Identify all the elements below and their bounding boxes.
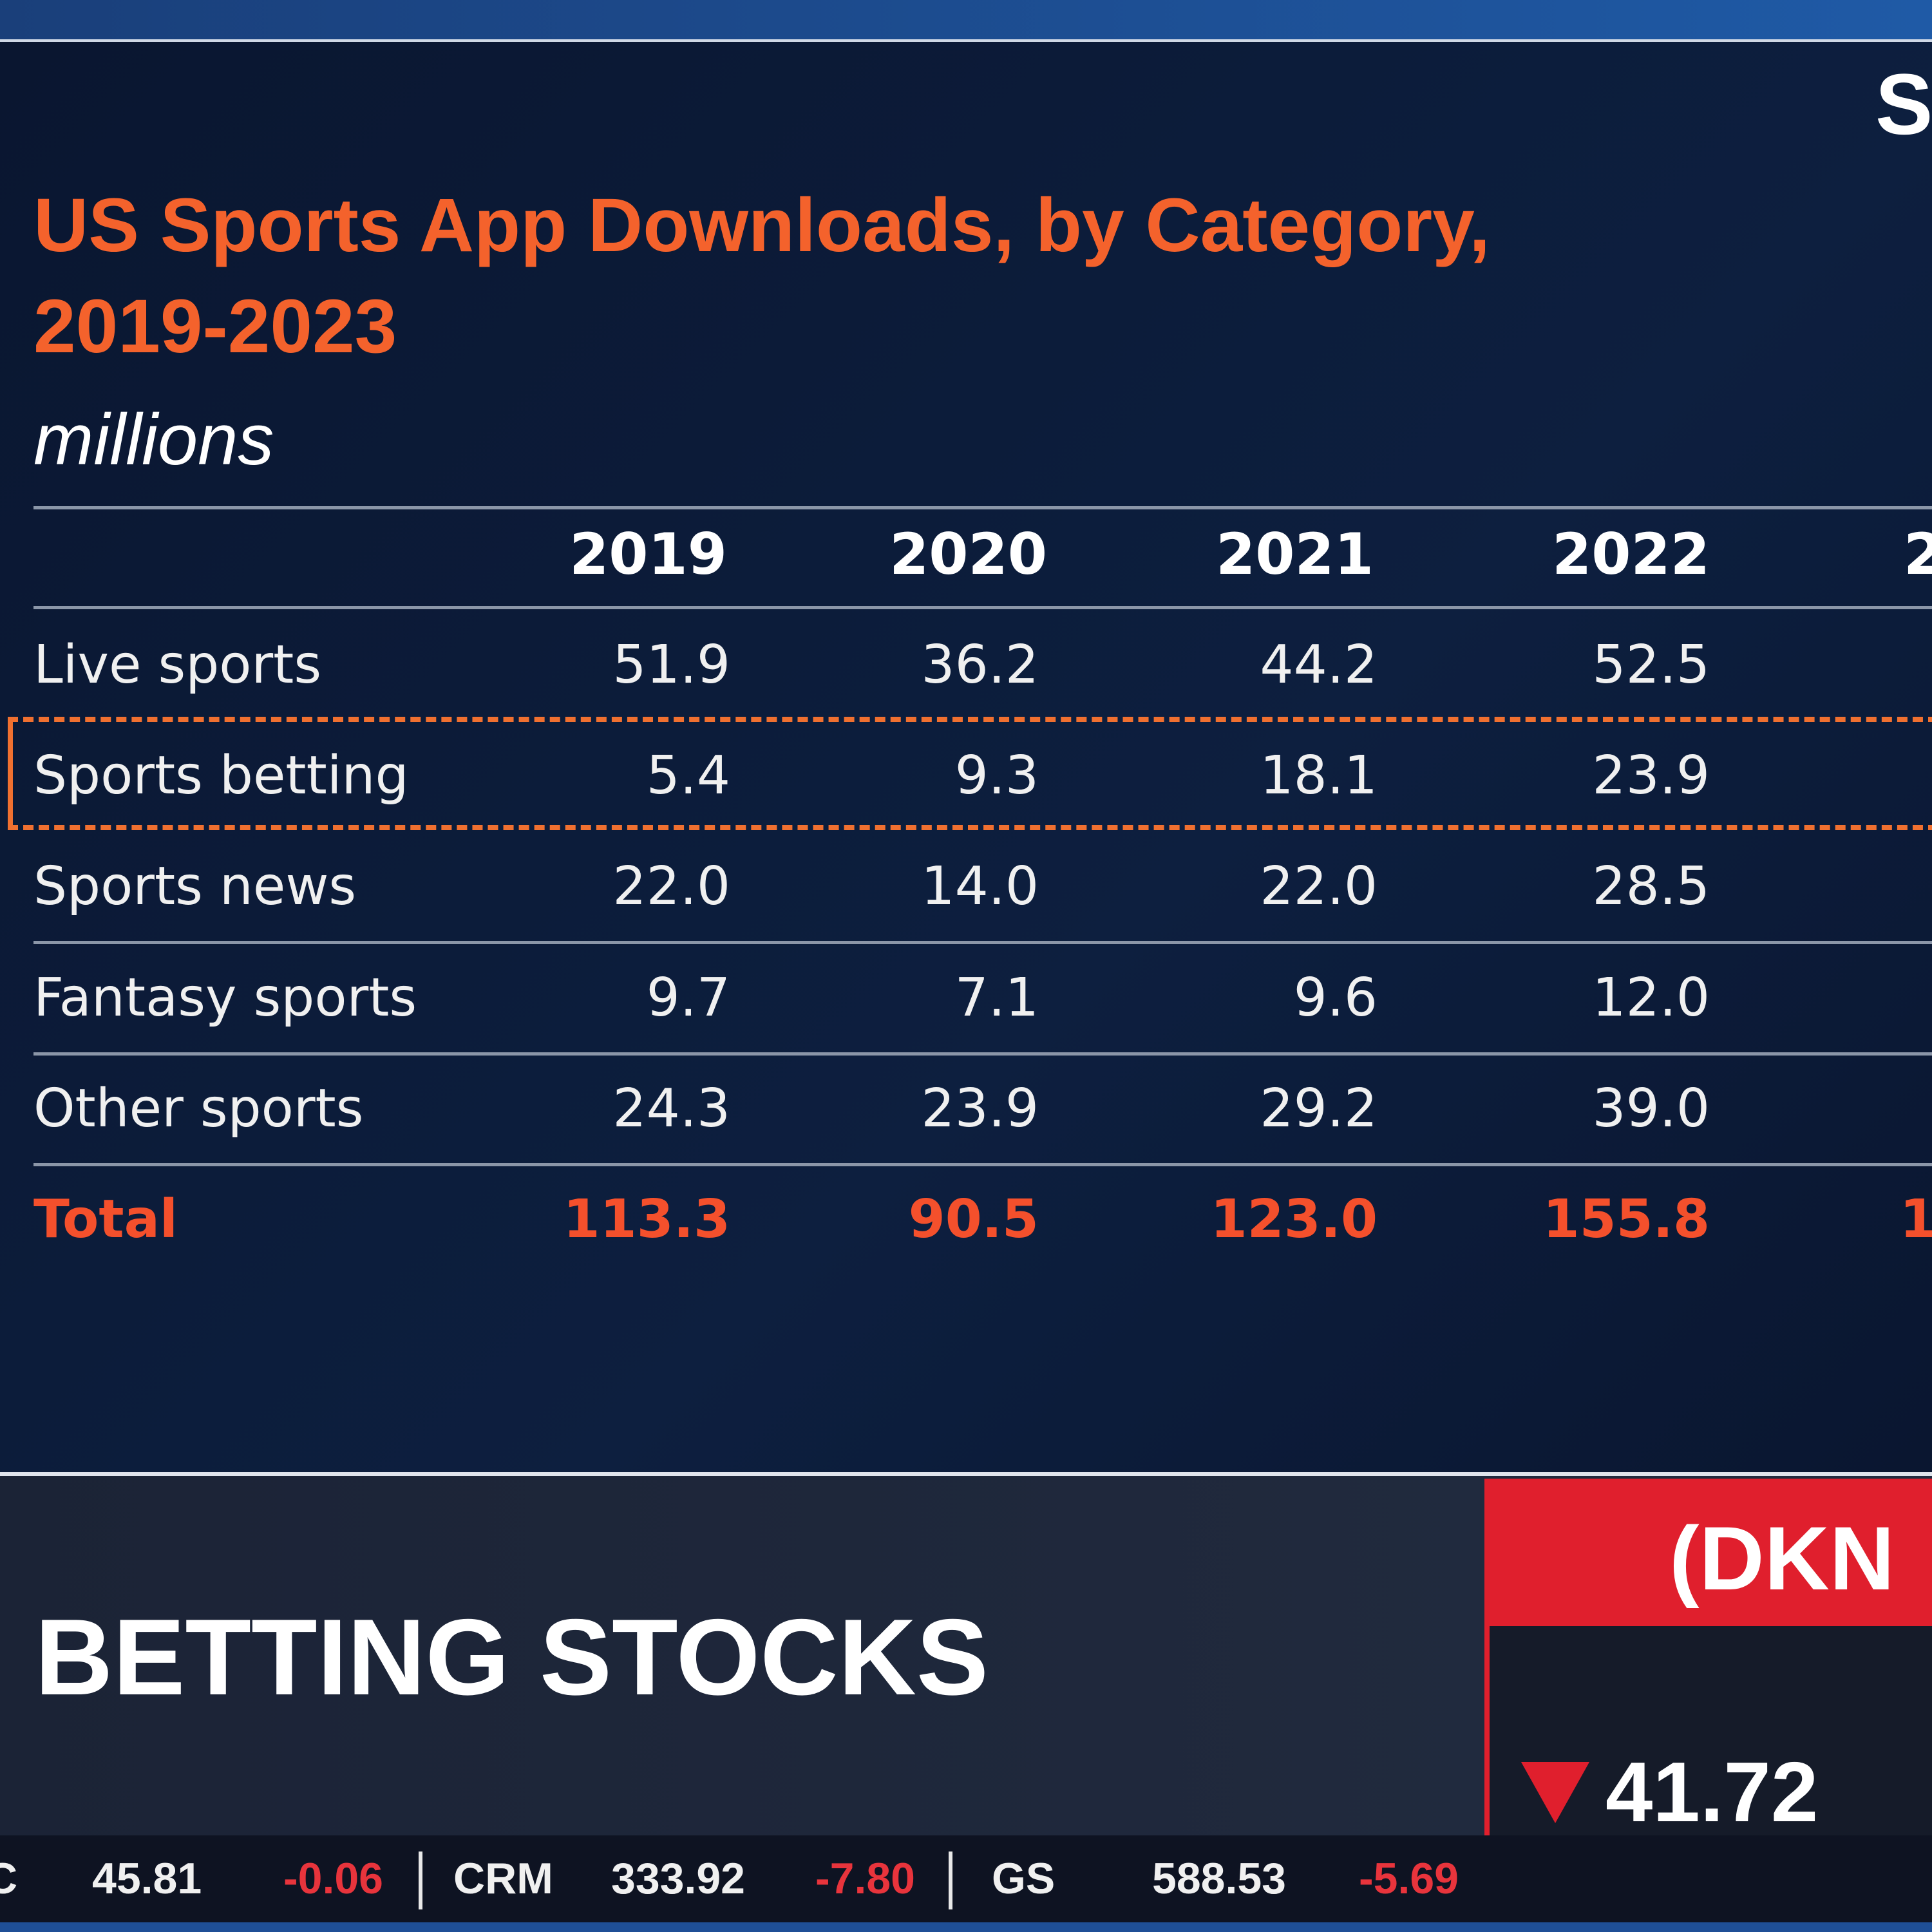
headline: BETTING STOCKS <box>35 1596 989 1718</box>
rule <box>33 941 1932 944</box>
stock-symbol: (DKN <box>1669 1508 1895 1609</box>
highlight-box <box>8 717 1932 830</box>
total-cell: 155.8 <box>1542 1189 1710 1250</box>
ticker-bar <box>0 1835 1932 1922</box>
ticker-change: -5.69 <box>1359 1854 1459 1903</box>
title-line: 2019-2023 <box>33 284 397 369</box>
title-line: US Sports App Downloads, by Category, <box>33 183 1490 268</box>
cell: 12.0 <box>1592 967 1710 1028</box>
column-header: 2 <box>1904 521 1932 587</box>
row-label: Other sports <box>33 1078 364 1139</box>
ticker-change: -0.06 <box>283 1854 383 1903</box>
column-header: 2020 <box>889 521 1047 587</box>
cell: 9.6 <box>1293 967 1378 1028</box>
column-header: 2022 <box>1552 521 1710 587</box>
column-header: 2019 <box>569 521 727 587</box>
cell: 22.0 <box>1260 856 1378 917</box>
cell: 44.2 <box>1260 634 1378 696</box>
stock-header <box>1484 1479 1932 1626</box>
column-header: 2021 <box>1216 521 1374 587</box>
cell: 24.3 <box>612 1078 730 1139</box>
row-label: Fantasy sports <box>33 967 417 1028</box>
cell: 39.0 <box>1592 1078 1710 1139</box>
rule <box>33 1163 1932 1166</box>
cell: 28.5 <box>1592 856 1710 917</box>
rule <box>33 606 1932 609</box>
cell: 29.2 <box>1260 1078 1378 1139</box>
ticker-price: 45.81 <box>92 1854 202 1903</box>
ticker-symbol: GS <box>992 1854 1056 1903</box>
chart-panel <box>0 42 1932 1472</box>
row-label: Sports betting <box>33 745 409 806</box>
logo: S <box>1875 57 1932 153</box>
top-bar <box>0 0 1932 42</box>
ticker-separator <box>419 1852 422 1909</box>
cell: 52.5 <box>1592 634 1710 696</box>
cell: 23.9 <box>1592 745 1710 806</box>
cell: 22.0 <box>612 856 730 917</box>
ticker-price: 333.92 <box>611 1854 745 1903</box>
cell: 9.3 <box>954 745 1039 806</box>
ticker-change: -7.80 <box>815 1854 915 1903</box>
down-arrow <box>1521 1762 1589 1823</box>
ticker-separator <box>949 1852 952 1909</box>
ticker-symbol: CRM <box>453 1854 553 1903</box>
bottom-strip <box>0 1922 1932 1932</box>
rule <box>33 1052 1932 1056</box>
row-label: Live sports <box>33 634 322 696</box>
stock-price: 41.72 <box>1605 1745 1819 1839</box>
cell: 23.9 <box>921 1078 1039 1139</box>
cell: 5.4 <box>646 745 730 806</box>
total-label: Total <box>33 1189 178 1250</box>
total-cell: 123.0 <box>1210 1189 1378 1250</box>
cell: 7.1 <box>954 967 1039 1028</box>
cell: 51.9 <box>612 634 730 696</box>
row-label: Sports news <box>33 856 357 917</box>
ticker-price: 588.53 <box>1152 1854 1286 1903</box>
rule <box>33 506 1932 509</box>
total-cell: 113.3 <box>563 1189 730 1250</box>
subtitle: millions <box>33 399 274 480</box>
total-cell: 1 <box>1900 1189 1932 1250</box>
cell: 18.1 <box>1260 745 1378 806</box>
total-cell: 90.5 <box>908 1189 1039 1250</box>
ticker-symbol: C <box>0 1854 18 1903</box>
cell: 9.7 <box>646 967 730 1028</box>
cell: 14.0 <box>921 856 1039 917</box>
cell: 36.2 <box>921 634 1039 696</box>
